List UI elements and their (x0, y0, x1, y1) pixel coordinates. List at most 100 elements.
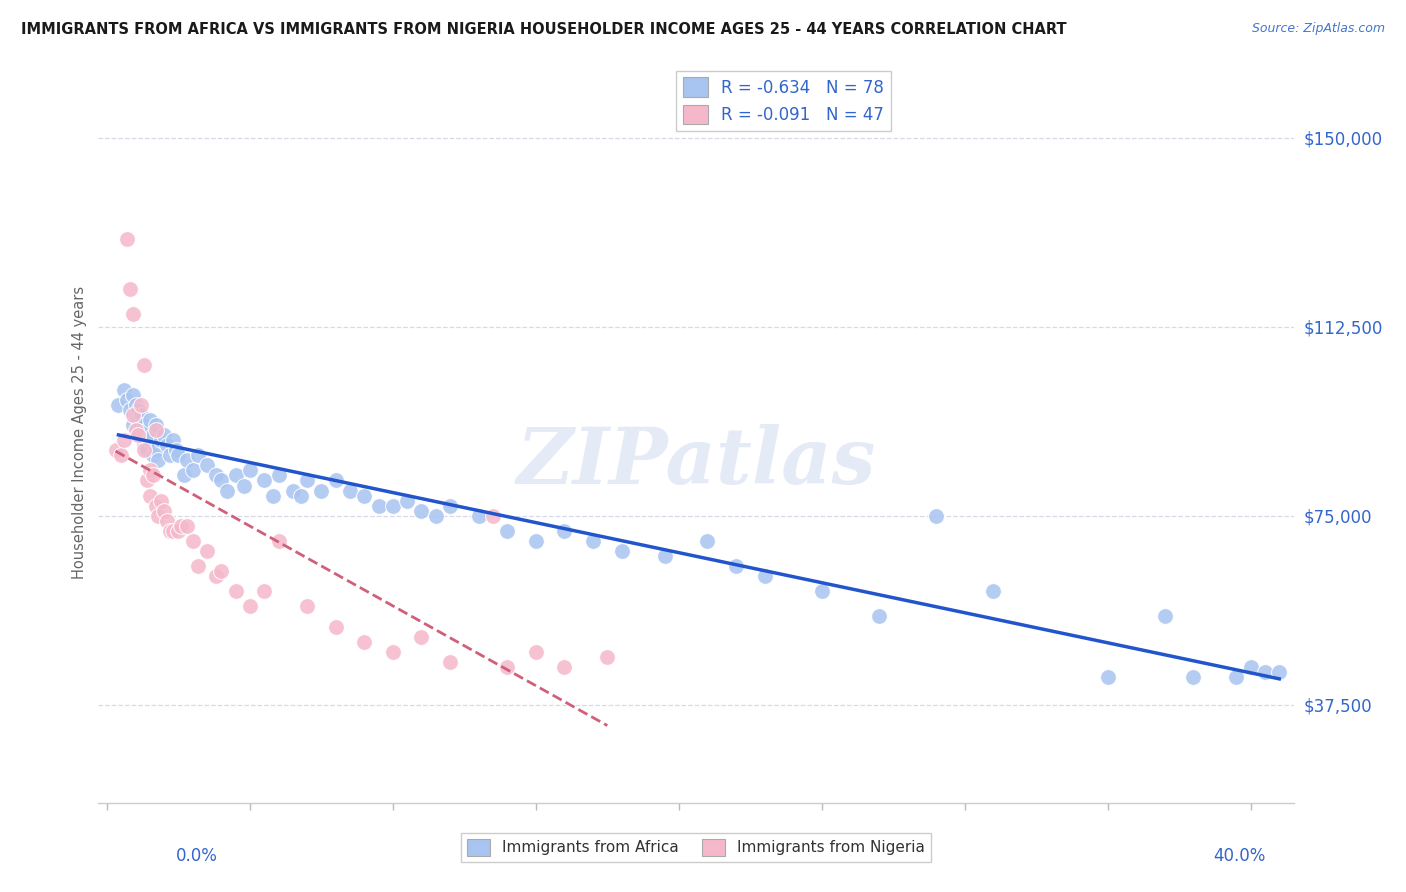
Point (134, 418, 156, 433)
Point (1153, 609, 1175, 624)
Point (281, 483, 304, 498)
Point (131, 428, 153, 442)
Point (225, 468, 247, 483)
Point (267, 533, 290, 548)
Point (150, 433, 173, 447)
Point (134, 438, 156, 452)
Point (295, 599, 318, 614)
Point (253, 584, 276, 599)
Point (262, 489, 284, 503)
Point (124, 423, 146, 437)
Point (118, 282, 141, 296)
Point (162, 524, 184, 538)
Point (176, 453, 198, 467)
Point (195, 458, 218, 473)
Point (124, 398, 146, 412)
Point (165, 443, 187, 458)
Point (467, 508, 489, 523)
Point (311, 483, 333, 498)
Text: ZIPatlas: ZIPatlas (516, 424, 876, 500)
Point (112, 383, 135, 397)
Text: 0.0%: 0.0% (176, 847, 218, 865)
Point (353, 489, 375, 503)
Point (204, 468, 226, 483)
Point (754, 569, 776, 583)
Point (381, 645, 404, 659)
Point (925, 508, 948, 523)
Point (411, 504, 433, 518)
Point (482, 508, 505, 523)
Point (136, 423, 159, 437)
Point (115, 232, 138, 246)
Point (110, 448, 132, 462)
Point (148, 508, 170, 523)
Point (134, 358, 156, 372)
Point (553, 524, 575, 538)
Point (868, 609, 890, 624)
Point (139, 433, 162, 447)
Point (233, 478, 256, 492)
Point (425, 508, 447, 523)
Point (156, 514, 179, 528)
Point (139, 463, 162, 477)
Point (1225, 670, 1247, 684)
Point (239, 463, 262, 477)
Point (654, 549, 676, 563)
Point (159, 448, 181, 462)
Point (156, 438, 179, 452)
Point (981, 584, 1004, 599)
Point (167, 524, 190, 538)
Text: IMMIGRANTS FROM AFRICA VS IMMIGRANTS FROM NIGERIA HOUSEHOLDER INCOME AGES 25 - 4: IMMIGRANTS FROM AFRICA VS IMMIGRANTS FRO… (21, 22, 1067, 37)
Point (187, 559, 209, 574)
Point (104, 443, 127, 458)
Point (173, 468, 195, 483)
Point (582, 533, 605, 548)
Point (381, 499, 404, 513)
Point (367, 499, 389, 513)
Point (325, 474, 347, 488)
Point (136, 443, 159, 458)
Point (150, 493, 173, 508)
Point (153, 504, 176, 518)
Point (1268, 665, 1291, 679)
Point (290, 489, 312, 503)
Point (121, 408, 143, 422)
Point (610, 544, 633, 558)
Point (411, 630, 433, 644)
Point (195, 544, 218, 558)
Point (121, 307, 143, 321)
Text: 40.0%: 40.0% (1213, 847, 1265, 865)
Point (181, 463, 204, 477)
Point (209, 474, 232, 488)
Point (439, 655, 461, 669)
Legend: Immigrants from Africa, Immigrants from Nigeria: Immigrants from Africa, Immigrants from … (461, 833, 931, 862)
Point (339, 483, 361, 498)
Point (107, 398, 129, 412)
Point (148, 453, 170, 467)
Point (439, 499, 461, 513)
Point (181, 533, 204, 548)
Point (145, 423, 167, 437)
Point (139, 489, 162, 503)
Point (115, 392, 138, 407)
Point (239, 599, 262, 614)
Point (353, 634, 375, 648)
Point (162, 433, 184, 447)
Point (127, 413, 149, 427)
Point (187, 448, 209, 462)
Point (159, 524, 181, 538)
Point (153, 428, 176, 442)
Point (724, 559, 747, 574)
Point (1254, 665, 1277, 679)
Point (225, 584, 247, 599)
Point (396, 493, 419, 508)
Point (145, 499, 167, 513)
Point (121, 418, 143, 433)
Point (1097, 670, 1119, 684)
Point (136, 474, 159, 488)
Point (142, 468, 165, 483)
Point (127, 403, 149, 417)
Point (696, 533, 718, 548)
Point (295, 474, 318, 488)
Point (124, 408, 146, 422)
